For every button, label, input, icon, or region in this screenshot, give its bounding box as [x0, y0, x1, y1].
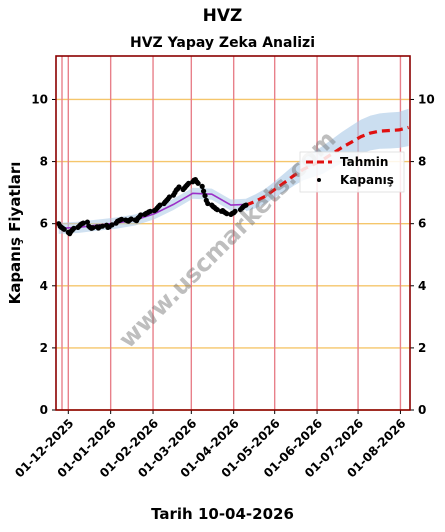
y-tick-label: 10: [31, 92, 48, 106]
close-point: [176, 184, 182, 190]
close-point: [147, 208, 153, 214]
close-point: [157, 202, 163, 208]
close-point: [71, 225, 77, 231]
close-points-layer: [56, 177, 249, 237]
y-tick-label-right: 4: [418, 279, 426, 293]
close-point: [214, 207, 220, 213]
y-tick-label-right: 10: [418, 92, 435, 106]
y-tick-label-right: 8: [418, 155, 426, 169]
close-point: [202, 193, 208, 199]
close-point: [205, 200, 211, 207]
close-point: [119, 216, 125, 222]
close-point: [201, 188, 207, 194]
y-tick-label: 2: [40, 341, 48, 355]
legend-label-close: Kapanış: [340, 173, 394, 187]
close-point: [99, 223, 106, 229]
close-point: [186, 180, 192, 186]
close-point: [90, 225, 96, 231]
plot-frame: [55, 55, 411, 411]
close-point: [84, 219, 90, 225]
close-point: [109, 222, 115, 228]
y-tick-label: 0: [40, 403, 48, 417]
close-point: [243, 202, 249, 208]
y-tick-label: 8: [40, 155, 48, 169]
chart-title: HVZ Yapay Zeka Analizi: [130, 35, 315, 51]
y-tick-label: 4: [40, 279, 48, 293]
y-tick-label-right: 2: [418, 341, 426, 355]
close-point: [195, 180, 201, 186]
x-axis-label: Tarih 10-04-2026: [151, 505, 294, 523]
close-point: [232, 208, 238, 214]
close-point: [138, 212, 144, 218]
chart-suptitle: HVZ: [202, 6, 243, 26]
y-tick-label: 6: [40, 217, 48, 231]
close-point: [199, 183, 205, 189]
legend-close-swatch: [317, 178, 321, 182]
legend-label-forecast: Tahmin: [340, 155, 388, 169]
close-point: [166, 194, 172, 200]
close-point: [80, 220, 86, 226]
legend: Tahmin Kapanış: [299, 151, 405, 193]
y-tick-label-right: 6: [418, 217, 426, 231]
y-axis-label: Kapanış Fiyatları: [6, 162, 24, 305]
y-tick-label-right: 0: [418, 403, 426, 417]
close-point: [61, 226, 67, 232]
close-point: [224, 211, 230, 217]
close-point: [128, 216, 134, 222]
